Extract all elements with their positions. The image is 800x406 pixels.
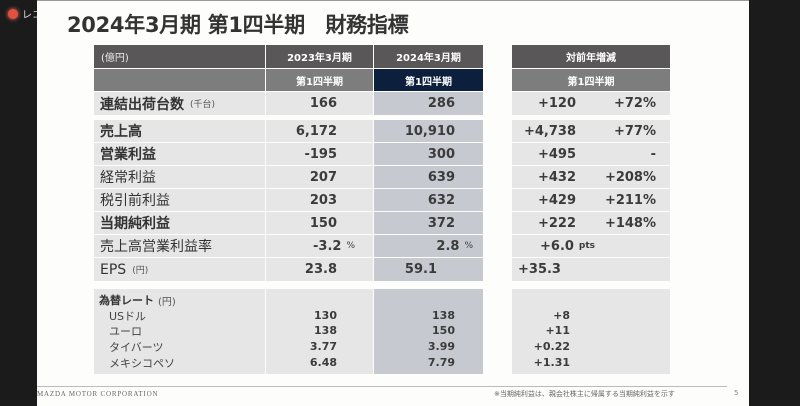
row-curr: 2.8 <box>436 238 460 254</box>
prev-unit: % <box>346 241 355 251</box>
shipments-curr: 286 <box>374 92 483 115</box>
footer-divider <box>37 386 727 387</box>
shipments-diff: +120 <box>512 92 576 115</box>
fx-row-diff: +11 <box>545 324 570 337</box>
row-curr: 372 <box>374 212 483 234</box>
row-diff: +429 <box>512 189 576 211</box>
fx-row-label: タイバーツ <box>109 340 164 354</box>
shipments-unit: (千台) <box>190 100 216 110</box>
row-curr: 639 <box>374 166 483 188</box>
fx-row-prev: 130 <box>314 309 337 322</box>
row-label: 税引前利益 <box>94 189 265 211</box>
curr-unit: % <box>464 241 473 251</box>
fx-row-curr: 150 <box>432 324 455 337</box>
row-prev: -3.2 <box>313 238 342 254</box>
fx-row-diff: +0.22 <box>533 340 570 353</box>
fx-row-curr: 7.79 <box>427 356 455 369</box>
row-label: 当期純利益 <box>94 212 265 234</box>
prev-period-header: 2023年3月期 <box>266 45 373 68</box>
fx-row-curr: 138 <box>432 309 455 322</box>
curr-period-header: 2024年3月期 <box>374 45 483 68</box>
fx-row-prev: 138 <box>314 324 337 337</box>
row-diff: +6.0 <box>540 238 574 254</box>
curr-quarter-header: 第1四半期 <box>374 69 483 91</box>
row-curr: 59.1 <box>374 258 483 281</box>
fx-row-label: ユーロ <box>109 324 142 338</box>
row-diff: +432 <box>512 166 576 188</box>
row-prev: 150 <box>266 212 373 234</box>
prev-quarter-header: 第1四半期 <box>266 69 373 91</box>
row-pct: +211% <box>576 189 670 211</box>
row-label: 売上高営業利益率 <box>94 235 265 257</box>
fx-row-diff: +8 <box>553 309 570 322</box>
fx-row-curr: 3.99 <box>427 340 455 353</box>
shipments-label: 連結出荷台数 <box>100 96 184 113</box>
row-prev: 23.8 <box>266 258 373 281</box>
row-label: EPS <box>100 261 127 278</box>
row-label: 売上高 <box>94 120 265 142</box>
row-label: 経常利益 <box>94 166 265 188</box>
row-curr: 10,910 <box>374 120 483 142</box>
fx-row-label: メキシコペソ <box>109 356 175 370</box>
fx-label: 為替レート <box>99 294 154 307</box>
row-curr: 632 <box>374 189 483 211</box>
record-icon <box>8 8 18 19</box>
row-prev: 6,172 <box>266 120 373 142</box>
recording-label: レコーディング中 <box>22 10 38 21</box>
row-pct: +208% <box>576 166 670 188</box>
yoy-header: 対前年増減 <box>512 45 670 68</box>
footnote: ※当期純利益は、親会社株主に帰属する当期純利益を示す <box>494 390 675 398</box>
shipments-prev: 166 <box>266 92 373 115</box>
unit-label: (億円) <box>94 45 265 68</box>
row-pct: +77% <box>576 120 670 142</box>
row-prev: 207 <box>266 166 373 188</box>
row-diff: +4,738 <box>512 120 576 142</box>
row-diff: +35.3 <box>512 258 576 281</box>
row-pct: - <box>576 143 670 165</box>
row-prev: -195 <box>266 143 373 165</box>
blank-subheader <box>94 69 265 91</box>
fx-unit: (円) <box>158 296 176 308</box>
row-diff: +222 <box>512 212 576 234</box>
slide-title: 2024年3月期 第1四半期 財務指標 <box>67 13 409 37</box>
eps-unit: (円) <box>132 266 149 276</box>
fx-row-diff: +1.31 <box>533 356 570 369</box>
yoy-quarter-header: 第1四半期 <box>512 69 670 91</box>
presentation-slide: 2024年3月期 第1四半期 財務指標 (億円) 2023年3月期 2024年3… <box>37 0 749 406</box>
page-number: 5 <box>734 389 739 397</box>
row-pct: +148% <box>576 212 670 234</box>
fx-row-prev: 6.48 <box>309 356 337 369</box>
fx-row-prev: 3.77 <box>309 340 337 353</box>
row-curr: 300 <box>374 143 483 165</box>
company-name: MAZDA MOTOR CORPORATION <box>37 390 159 398</box>
shipments-pct: +72% <box>576 92 670 115</box>
row-prev: 203 <box>266 189 373 211</box>
recording-indicator: レコーディング中 <box>8 6 38 21</box>
row-diff: +495 <box>512 143 576 165</box>
fx-row-label: USドル <box>109 309 147 323</box>
row-label: 営業利益 <box>94 143 265 165</box>
diff-unit: pts <box>578 241 596 251</box>
